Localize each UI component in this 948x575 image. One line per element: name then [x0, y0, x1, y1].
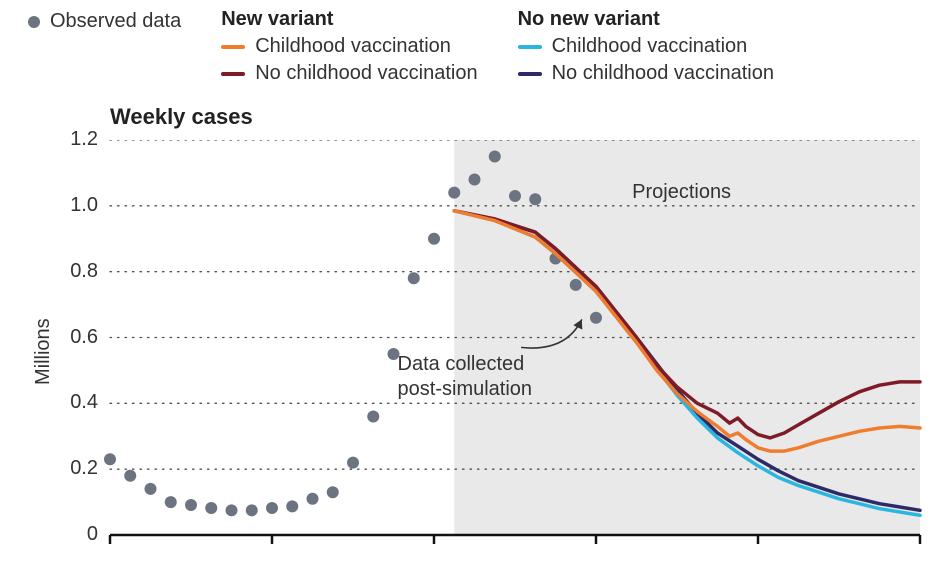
legend-item-observed: Observed data — [28, 8, 181, 35]
legend-group-new-variant: New variant Childhood vaccination No chi… — [221, 6, 477, 87]
figure-root: Observed data New variant Childhood vacc… — [0, 0, 948, 575]
dot-icon — [28, 16, 40, 28]
legend-observed-col: Observed data — [28, 6, 181, 87]
y-tick-label: 0.4 — [20, 391, 98, 414]
y-tick-label: 0.6 — [20, 326, 98, 349]
chart-svg — [20, 140, 930, 560]
line-swatch-icon — [518, 72, 542, 76]
y-tick-label: 0.2 — [20, 457, 98, 480]
legend-group-no-new-variant: No new variant Childhood vaccination No … — [518, 6, 774, 87]
legend-label: Childhood vaccination — [255, 33, 451, 60]
legend-label: Childhood vaccination — [552, 33, 748, 60]
legend-item-nn-nochild: No childhood vaccination — [518, 60, 774, 87]
legend: Observed data New variant Childhood vacc… — [28, 6, 774, 87]
projections-label: Projections — [632, 180, 731, 205]
y-tick-label: 0.8 — [20, 260, 98, 283]
line-swatch-icon — [221, 72, 245, 76]
chart: Millions 00.20.40.60.81.01.2 Data collec… — [20, 140, 930, 560]
y-tick-label: 0 — [20, 523, 98, 546]
legend-label: Observed data — [50, 8, 181, 35]
line-swatch-icon — [221, 45, 245, 49]
y-tick-label: 1.2 — [20, 128, 98, 151]
legend-item-nn-child: Childhood vaccination — [518, 33, 774, 60]
legend-header: No new variant — [518, 6, 774, 33]
legend-header: New variant — [221, 6, 477, 33]
line-swatch-icon — [518, 45, 542, 49]
legend-label: No childhood vaccination — [552, 60, 774, 87]
y-tick-label: 1.0 — [20, 194, 98, 217]
legend-label: No childhood vaccination — [255, 60, 477, 87]
legend-item-nv-nochild: No childhood vaccination — [221, 60, 477, 87]
annotation-text: Data collectedpost-simulation — [398, 352, 533, 402]
chart-title: Weekly cases — [110, 104, 253, 130]
legend-item-nv-child: Childhood vaccination — [221, 33, 477, 60]
